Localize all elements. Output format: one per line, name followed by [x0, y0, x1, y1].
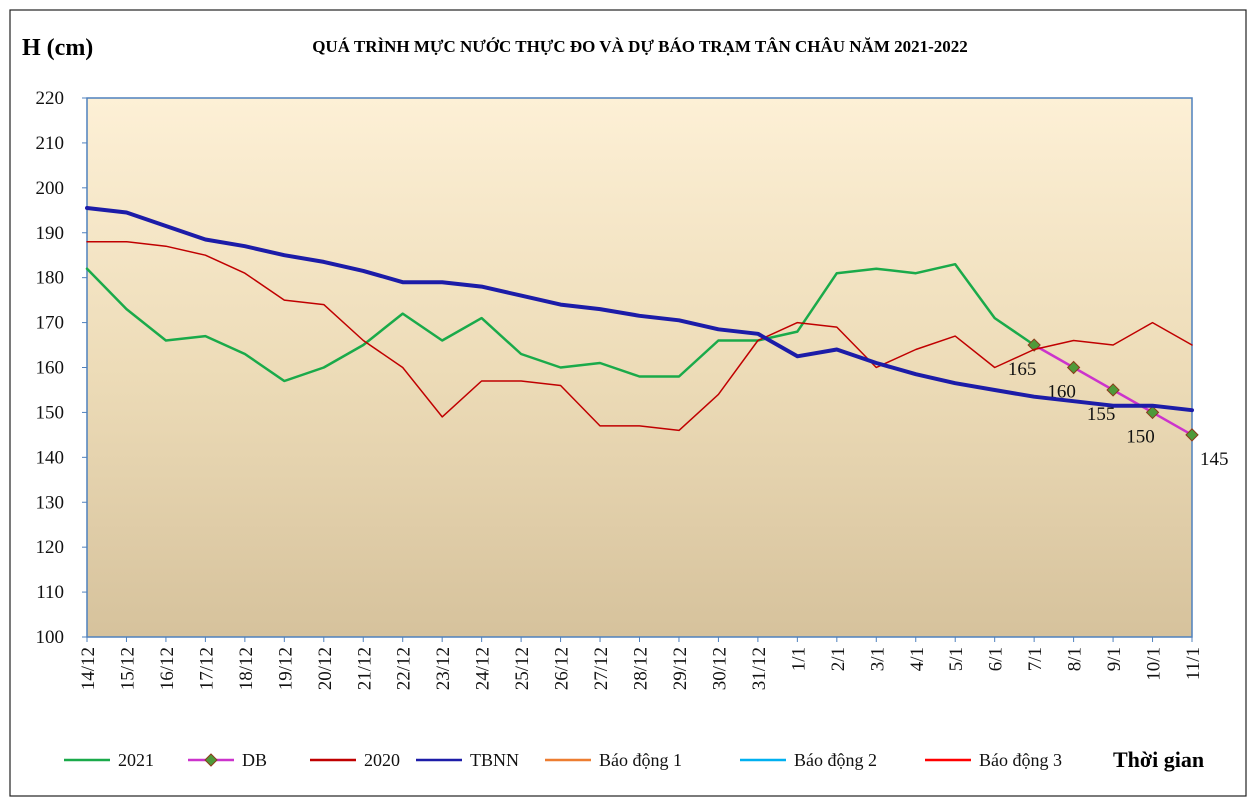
x-tick-label: 2/1 [828, 647, 849, 671]
x-tick-label: 24/12 [473, 647, 494, 690]
marker [1145, 405, 1160, 420]
x-tick-label: 4/1 [907, 647, 928, 671]
data-label: 165 [1008, 359, 1037, 380]
legend-label: Báo động 2 [794, 750, 877, 770]
x-tick-label: 28/12 [631, 647, 652, 690]
data-label: 155 [1087, 404, 1116, 425]
x-tick-label: 9/1 [1104, 647, 1125, 671]
y-tick-label: 150 [36, 402, 65, 423]
legend-label: Báo động 1 [599, 750, 682, 770]
x-tick-label: 30/12 [709, 647, 730, 690]
x-tick-label: 3/1 [867, 647, 888, 671]
series-line [85, 262, 1036, 383]
x-tick-label: 20/12 [315, 647, 336, 690]
x-tick-label: 16/12 [157, 647, 178, 690]
x-tick-label: 27/12 [591, 647, 612, 690]
legend-label: DB [242, 750, 267, 770]
series-line [85, 206, 1194, 413]
legend-label: 2021 [118, 750, 154, 770]
x-tick-label: 8/1 [1065, 647, 1086, 671]
y-tick-label: 170 [36, 313, 65, 334]
x-tick-label: 5/1 [946, 647, 967, 671]
x-tick-label: 15/12 [117, 647, 138, 690]
marker [1185, 428, 1199, 442]
x-tick-label: 14/12 [78, 647, 99, 690]
plot-area [86, 97, 1193, 638]
y-axis-label: H (cm) [22, 35, 93, 61]
y-tick-label: 140 [36, 447, 65, 468]
x-tick-label: 17/12 [196, 647, 217, 690]
x-tick-label: 10/1 [1144, 647, 1165, 681]
y-tick-label: 160 [36, 358, 65, 379]
legend-marker [204, 753, 218, 767]
marker [1066, 360, 1081, 375]
series-line [86, 240, 1193, 432]
x-tick-label: 26/12 [552, 647, 573, 690]
data-label: 145 [1200, 449, 1229, 470]
data-label: 150 [1126, 426, 1155, 447]
y-tick-label: 120 [36, 537, 65, 558]
chart-title: QUÁ TRÌNH MỰC NƯỚC THỰC ĐO VÀ DỰ BÁO TRẠ… [312, 37, 968, 56]
legend-label: Báo động 3 [979, 750, 1062, 770]
legend-label: TBNN [470, 750, 519, 770]
marker [1106, 383, 1120, 397]
x-tick-label: 19/12 [275, 647, 296, 690]
x-axis-label: Thời gian [1113, 747, 1204, 772]
x-tick-label: 18/12 [236, 647, 257, 690]
y-tick-label: 190 [36, 223, 65, 244]
x-tick-label: 31/12 [749, 647, 770, 690]
x-tick-label: 11/1 [1183, 647, 1204, 680]
x-tick-label: 25/12 [512, 647, 533, 690]
y-tick-label: 200 [36, 178, 65, 199]
y-tick-label: 210 [36, 133, 65, 154]
x-tick-label: 29/12 [670, 647, 691, 690]
x-tick-label: 7/1 [1025, 647, 1046, 671]
x-tick-label: 22/12 [394, 647, 415, 690]
x-tick-label: 23/12 [433, 647, 454, 690]
legend-label: 2020 [364, 750, 400, 770]
x-tick-label: 21/12 [354, 647, 375, 690]
y-tick-label: 130 [36, 492, 65, 513]
x-tick-label: 1/1 [788, 647, 809, 671]
x-tick-label: 6/1 [986, 647, 1007, 671]
y-tick-label: 110 [36, 582, 64, 603]
y-tick-label: 100 [36, 627, 65, 648]
y-tick-label: 180 [36, 268, 65, 289]
y-tick-label: 220 [36, 88, 65, 109]
